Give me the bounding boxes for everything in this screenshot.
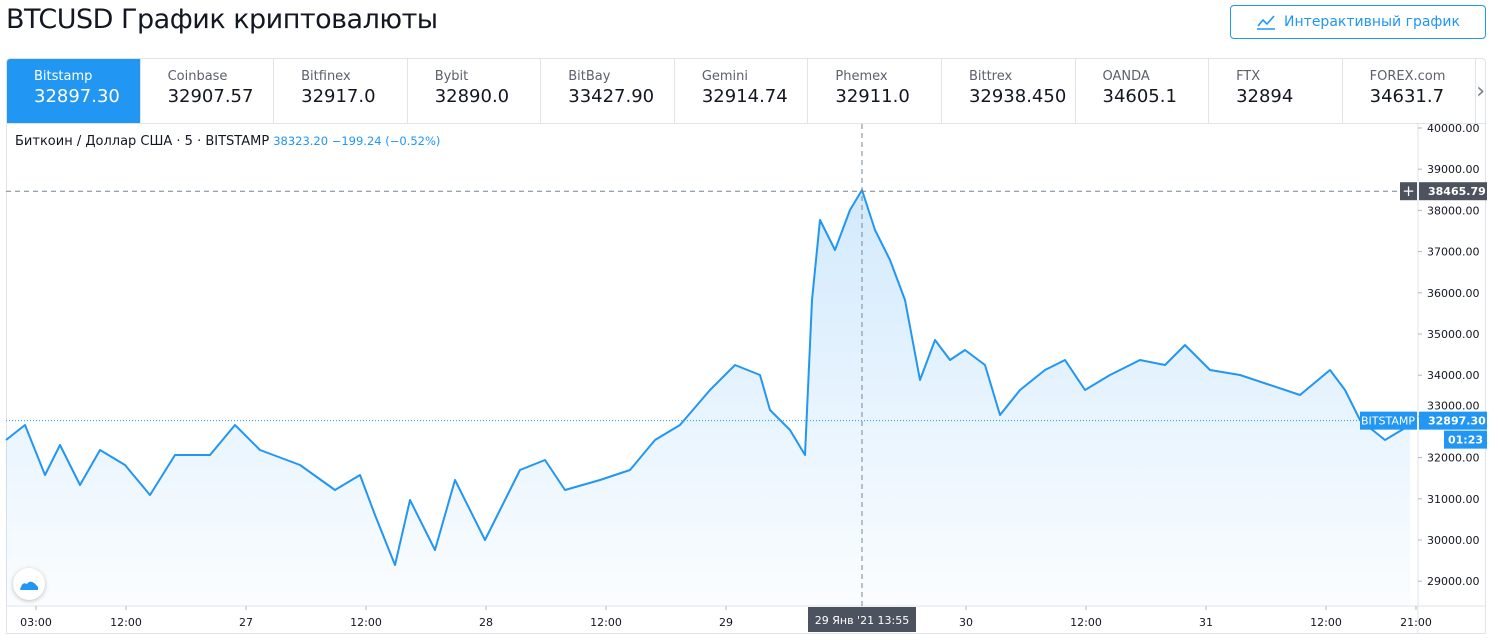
interactive-chart-label: Интерактивный график bbox=[1284, 14, 1460, 30]
exchange-name: Bitstamp bbox=[34, 69, 93, 84]
last-label-bg bbox=[1360, 411, 1417, 430]
price-tick-label: 37000.00 bbox=[1427, 246, 1480, 259]
plus-icon: + bbox=[1402, 182, 1415, 200]
price-tick-label: 39000.00 bbox=[1427, 163, 1480, 176]
time-tick-label: 30 bbox=[959, 616, 973, 629]
last-price-bg bbox=[1419, 411, 1487, 430]
exchange-tab-coinbase[interactable]: Coinbase 32907.57 bbox=[141, 59, 275, 123]
exchange-tab-bitstamp[interactable]: Bitstamp 32897.30 bbox=[7, 59, 141, 123]
exchange-name: FOREX.com bbox=[1369, 69, 1446, 84]
time-tick-label: 28 bbox=[479, 616, 493, 629]
chevron-right-icon[interactable]: › bbox=[1476, 78, 1485, 104]
exchange-name: Gemini bbox=[701, 69, 749, 84]
exchange-price: 32894 bbox=[1236, 86, 1294, 107]
chart-line-icon bbox=[1257, 15, 1276, 30]
time-tick-label: 31 bbox=[1199, 616, 1213, 629]
exchange-price: 34631.7 bbox=[1369, 86, 1445, 107]
crosshair-price-label: 38465.79 bbox=[1428, 185, 1486, 198]
time-tick-label: 12:00 bbox=[350, 616, 382, 629]
last-label: BITSTAMP bbox=[1361, 415, 1415, 428]
exchange-tab-gemini[interactable]: Gemini 32914.74 bbox=[675, 59, 809, 123]
exchange-name: Bybit bbox=[434, 69, 469, 84]
exchange-tab-oanda[interactable]: OANDA 34605.1 bbox=[1076, 59, 1210, 123]
time-tick-label: 12:00 bbox=[1310, 616, 1342, 629]
exchange-price: 32914.74 bbox=[701, 86, 788, 107]
exchange-price: 32907.57 bbox=[167, 86, 254, 107]
exchange-price: 34605.1 bbox=[1102, 86, 1177, 107]
price-tick-label: 32000.00 bbox=[1427, 452, 1480, 465]
price-tick-label: 35000.00 bbox=[1427, 328, 1480, 341]
exchange-name: FTX bbox=[1236, 69, 1261, 84]
price-tick-label: 33000.00 bbox=[1427, 400, 1480, 413]
exchange-price: 32897.30 bbox=[34, 86, 120, 107]
price-tick-label: 36000.00 bbox=[1427, 287, 1480, 300]
price-tick-label: 38000.00 bbox=[1427, 204, 1480, 217]
add-alert-button-bg bbox=[1400, 182, 1417, 201]
price-line bbox=[5, 189, 1411, 566]
exchange-name: Phemex bbox=[835, 69, 888, 84]
interactive-chart-button[interactable]: Интерактивный график bbox=[1230, 5, 1486, 39]
exchange-name: Bittrex bbox=[968, 69, 1013, 84]
countdown-label: 01:23 bbox=[1448, 434, 1483, 447]
legend-symbol: Биткоин / Доллар США · 5 · BITSTAMP bbox=[15, 134, 270, 149]
exchange-tab-bittrex[interactable]: Bittrex 32938.450 bbox=[942, 59, 1076, 123]
page-title: BTCUSD График криптовалюты bbox=[6, 4, 438, 35]
exchange-price: 32938.450 bbox=[968, 86, 1067, 107]
countdown-bg bbox=[1444, 430, 1487, 449]
exchange-price: 33427.90 bbox=[568, 86, 655, 107]
exchange-tab-bitbay[interactable]: BitBay 33427.90 bbox=[541, 59, 675, 123]
exchange-tab-bybit[interactable]: Bybit 32890.0 bbox=[408, 59, 542, 123]
exchange-name: Bitfinex bbox=[301, 69, 351, 84]
time-tick-label: 12:00 bbox=[110, 616, 142, 629]
exchange-price: 32917.0 bbox=[301, 86, 376, 107]
exchange-name: BitBay bbox=[568, 69, 611, 84]
time-tick-label: 27 bbox=[239, 616, 253, 629]
exchange-name: Coinbase bbox=[167, 69, 228, 84]
exchange-tab-phemex[interactable]: Phemex 32911.0 bbox=[808, 59, 942, 123]
exchange-price: 32890.0 bbox=[434, 86, 510, 107]
price-tick-label: 29000.00 bbox=[1427, 575, 1480, 588]
price-tick-label: 34000.00 bbox=[1427, 369, 1480, 382]
exchange-price: 32911.0 bbox=[835, 86, 910, 107]
exchange-name: OANDA bbox=[1102, 69, 1150, 84]
time-tick-label: 03:00 bbox=[20, 616, 52, 629]
crosshair-time-bg bbox=[808, 607, 916, 632]
price-chart[interactable] bbox=[6, 124, 1486, 634]
exchange-tab-forexcom[interactable]: FOREX.com 34631.7 bbox=[1343, 59, 1477, 123]
exchange-tab-bitfinex[interactable]: Bitfinex 32917.0 bbox=[274, 59, 408, 123]
last-price-label: 32897.30 bbox=[1428, 415, 1486, 428]
exchange-tab-ftx[interactable]: FTX 32894 bbox=[1209, 59, 1343, 123]
time-tick-label: 12:00 bbox=[590, 616, 622, 629]
crosshair-price-bg bbox=[1419, 182, 1487, 201]
chart-legend: Биткоин / Доллар США · 5 · BITSTAMP 38323… bbox=[15, 134, 440, 149]
price-tick-label: 40000.00 bbox=[1427, 122, 1480, 135]
price-area bbox=[6, 190, 1410, 606]
time-tick-label: 21:00 bbox=[1400, 616, 1432, 629]
time-tick-label: 29 bbox=[719, 616, 733, 629]
crosshair-time-label: 29 Янв '21 13:55 bbox=[815, 614, 910, 627]
price-tick-label: 31000.00 bbox=[1427, 493, 1480, 506]
time-tick-label: 12:00 bbox=[1070, 616, 1102, 629]
tradingview-logo-icon[interactable] bbox=[13, 568, 45, 600]
exchange-tabs: Bitstamp 32897.30 Coinbase 32907.57 Bitfinex… bbox=[6, 58, 1486, 124]
price-tick-label: 30000.00 bbox=[1427, 534, 1480, 547]
legend-values: 38323.20 −199.24 (−0.52%) bbox=[273, 134, 441, 148]
